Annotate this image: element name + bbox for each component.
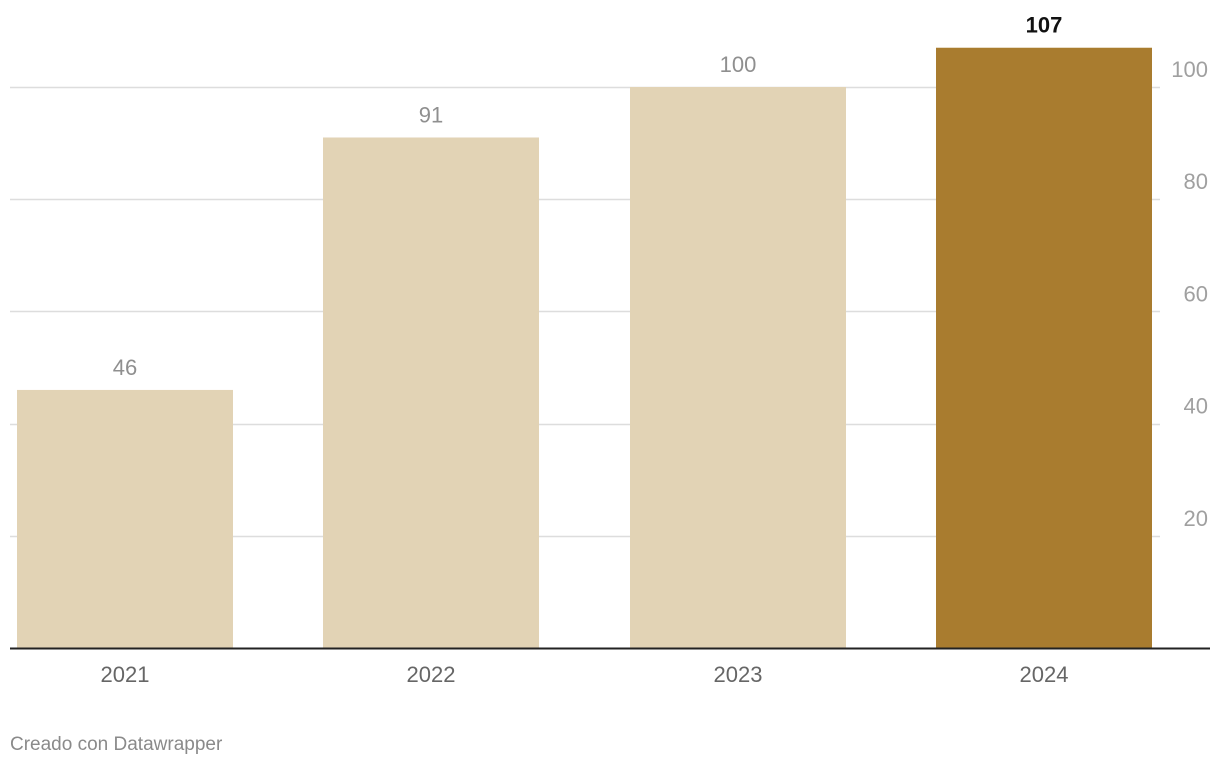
data-label: 91 xyxy=(419,102,443,127)
category-label: 2021 xyxy=(101,662,150,687)
y-tick-label: 60 xyxy=(1184,281,1208,306)
bar xyxy=(936,47,1152,649)
data-label: 107 xyxy=(1026,13,1063,38)
y-tick-label: 40 xyxy=(1184,394,1208,419)
bar xyxy=(630,87,846,648)
data-label: 46 xyxy=(113,355,137,380)
bar xyxy=(17,389,233,648)
y-tick-label: 80 xyxy=(1184,169,1208,194)
category-label: 2023 xyxy=(714,662,763,687)
category-label: 2024 xyxy=(1020,662,1069,687)
category-label: 2022 xyxy=(407,662,456,687)
y-tick-label: 20 xyxy=(1184,506,1208,531)
bar xyxy=(323,137,539,649)
data-label: 100 xyxy=(720,52,757,77)
y-tick-label: 100 xyxy=(1171,57,1208,82)
footer-credit: Creado con Datawrapper xyxy=(10,734,223,755)
